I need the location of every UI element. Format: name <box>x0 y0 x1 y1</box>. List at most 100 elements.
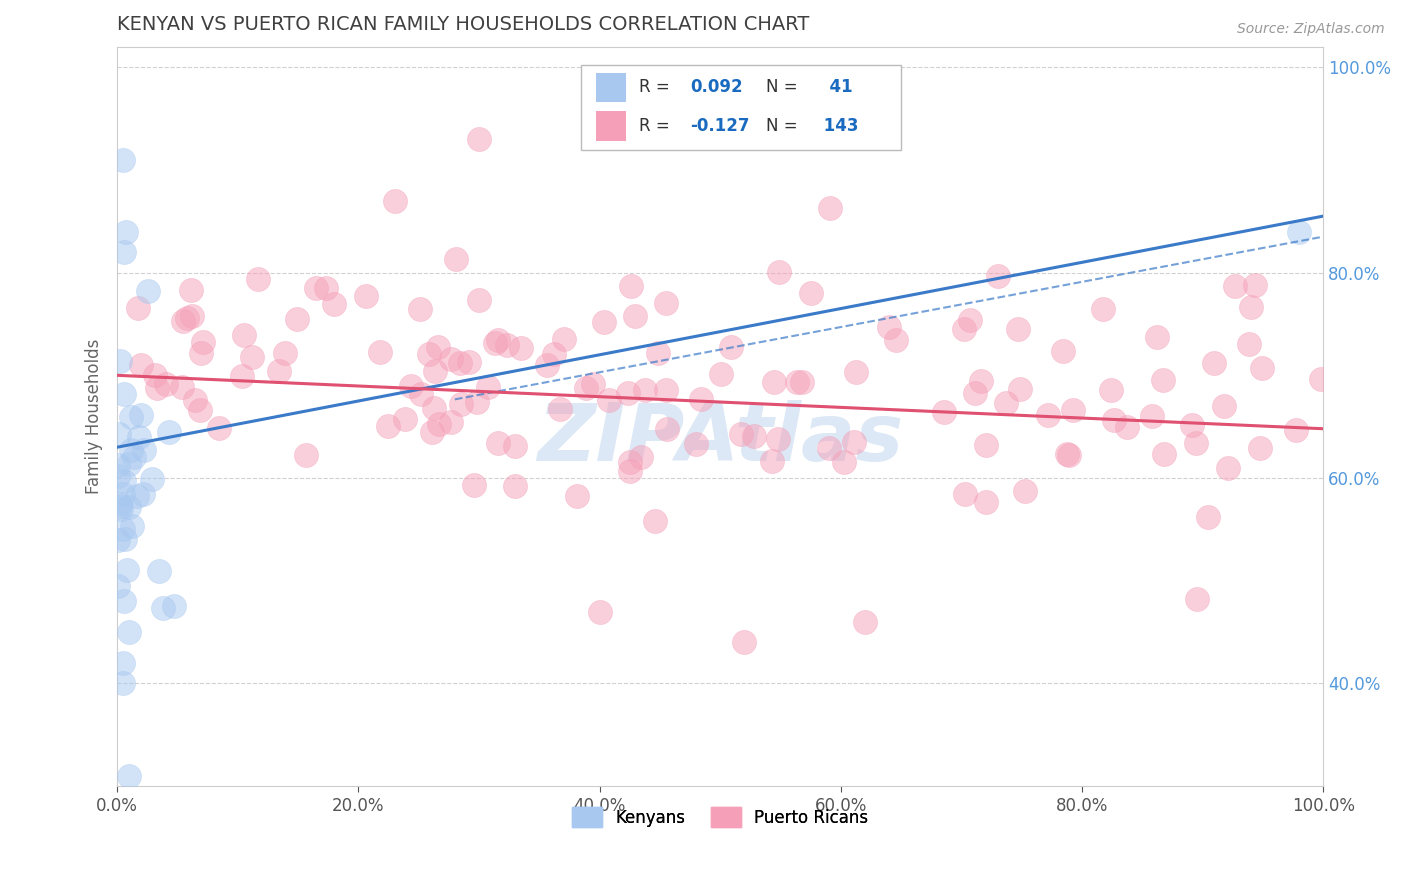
Point <box>107 458 129 472</box>
Point <box>450 397 472 411</box>
Point <box>246 272 269 286</box>
Point <box>426 341 449 355</box>
Point <box>536 358 558 372</box>
Point <box>995 396 1018 410</box>
Point <box>886 333 908 347</box>
Point <box>193 335 215 350</box>
Point <box>112 386 135 401</box>
Point <box>112 245 135 260</box>
Point <box>657 422 679 436</box>
Point <box>976 438 998 452</box>
Point <box>274 346 297 360</box>
Point <box>845 365 868 379</box>
Legend: Kenyans, Puerto Ricans: Kenyans, Puerto Ricans <box>565 801 875 833</box>
Point <box>953 321 976 335</box>
Point <box>543 347 565 361</box>
Point <box>114 225 136 239</box>
Point <box>176 311 198 326</box>
Point <box>208 421 231 435</box>
Point <box>644 515 666 529</box>
Point <box>315 281 337 295</box>
Point <box>879 320 901 334</box>
Point <box>118 625 141 640</box>
Point <box>128 430 150 444</box>
Point <box>1052 344 1074 359</box>
Point <box>800 286 823 301</box>
Point <box>463 477 485 491</box>
Point <box>323 296 346 310</box>
Point <box>619 278 641 293</box>
Point <box>1216 460 1239 475</box>
Point <box>188 403 211 417</box>
Point <box>145 368 167 382</box>
Point <box>486 436 509 450</box>
Point <box>685 437 707 451</box>
Point <box>1251 361 1274 376</box>
Point <box>503 439 526 453</box>
Point <box>108 354 131 368</box>
Point <box>108 427 131 442</box>
Point <box>115 564 138 578</box>
Point <box>423 401 446 415</box>
Point <box>129 408 152 422</box>
Point <box>394 412 416 426</box>
Text: ZIPAtlas: ZIPAtlas <box>537 400 903 477</box>
Point <box>987 268 1010 283</box>
Point <box>510 341 533 355</box>
Point <box>1153 447 1175 461</box>
Point <box>842 434 865 449</box>
Point <box>467 293 489 307</box>
Point <box>588 605 610 619</box>
Point <box>832 455 855 469</box>
Point <box>655 296 678 310</box>
Point <box>565 489 588 503</box>
Point <box>818 201 841 215</box>
Point <box>486 334 509 348</box>
Point <box>401 379 423 393</box>
Point <box>465 395 488 409</box>
Point <box>575 381 598 395</box>
Point <box>1091 301 1114 316</box>
Point <box>440 351 463 366</box>
Point <box>411 387 433 401</box>
Point <box>136 284 159 298</box>
Point <box>495 338 517 352</box>
Point <box>145 381 167 395</box>
Point <box>1244 277 1267 292</box>
Point <box>932 405 955 419</box>
Point <box>285 311 308 326</box>
Point <box>110 499 132 513</box>
Point <box>449 356 471 370</box>
Point <box>592 316 614 330</box>
Point <box>1185 591 1208 606</box>
Point <box>974 494 997 508</box>
Point <box>634 383 657 397</box>
Point <box>121 519 143 533</box>
Point <box>368 345 391 359</box>
Point <box>853 615 876 629</box>
Point <box>354 289 377 303</box>
Text: 41: 41 <box>818 78 852 96</box>
Bar <box>596 111 626 141</box>
Point <box>624 309 647 323</box>
Point <box>1197 510 1219 524</box>
Point <box>231 368 253 383</box>
Point <box>141 472 163 486</box>
Point <box>112 522 135 536</box>
Point <box>598 392 620 407</box>
Point <box>112 153 135 167</box>
Point <box>180 283 202 297</box>
Point <box>1062 403 1084 417</box>
Point <box>155 376 177 391</box>
Point <box>423 364 446 378</box>
Point <box>959 313 981 327</box>
Point <box>148 564 170 578</box>
Point <box>172 314 194 328</box>
Point <box>1204 356 1226 370</box>
Point <box>409 301 432 316</box>
Point <box>184 392 207 407</box>
Point <box>132 442 155 457</box>
Point <box>163 599 186 614</box>
FancyBboxPatch shape <box>582 65 901 150</box>
Point <box>1102 413 1125 427</box>
